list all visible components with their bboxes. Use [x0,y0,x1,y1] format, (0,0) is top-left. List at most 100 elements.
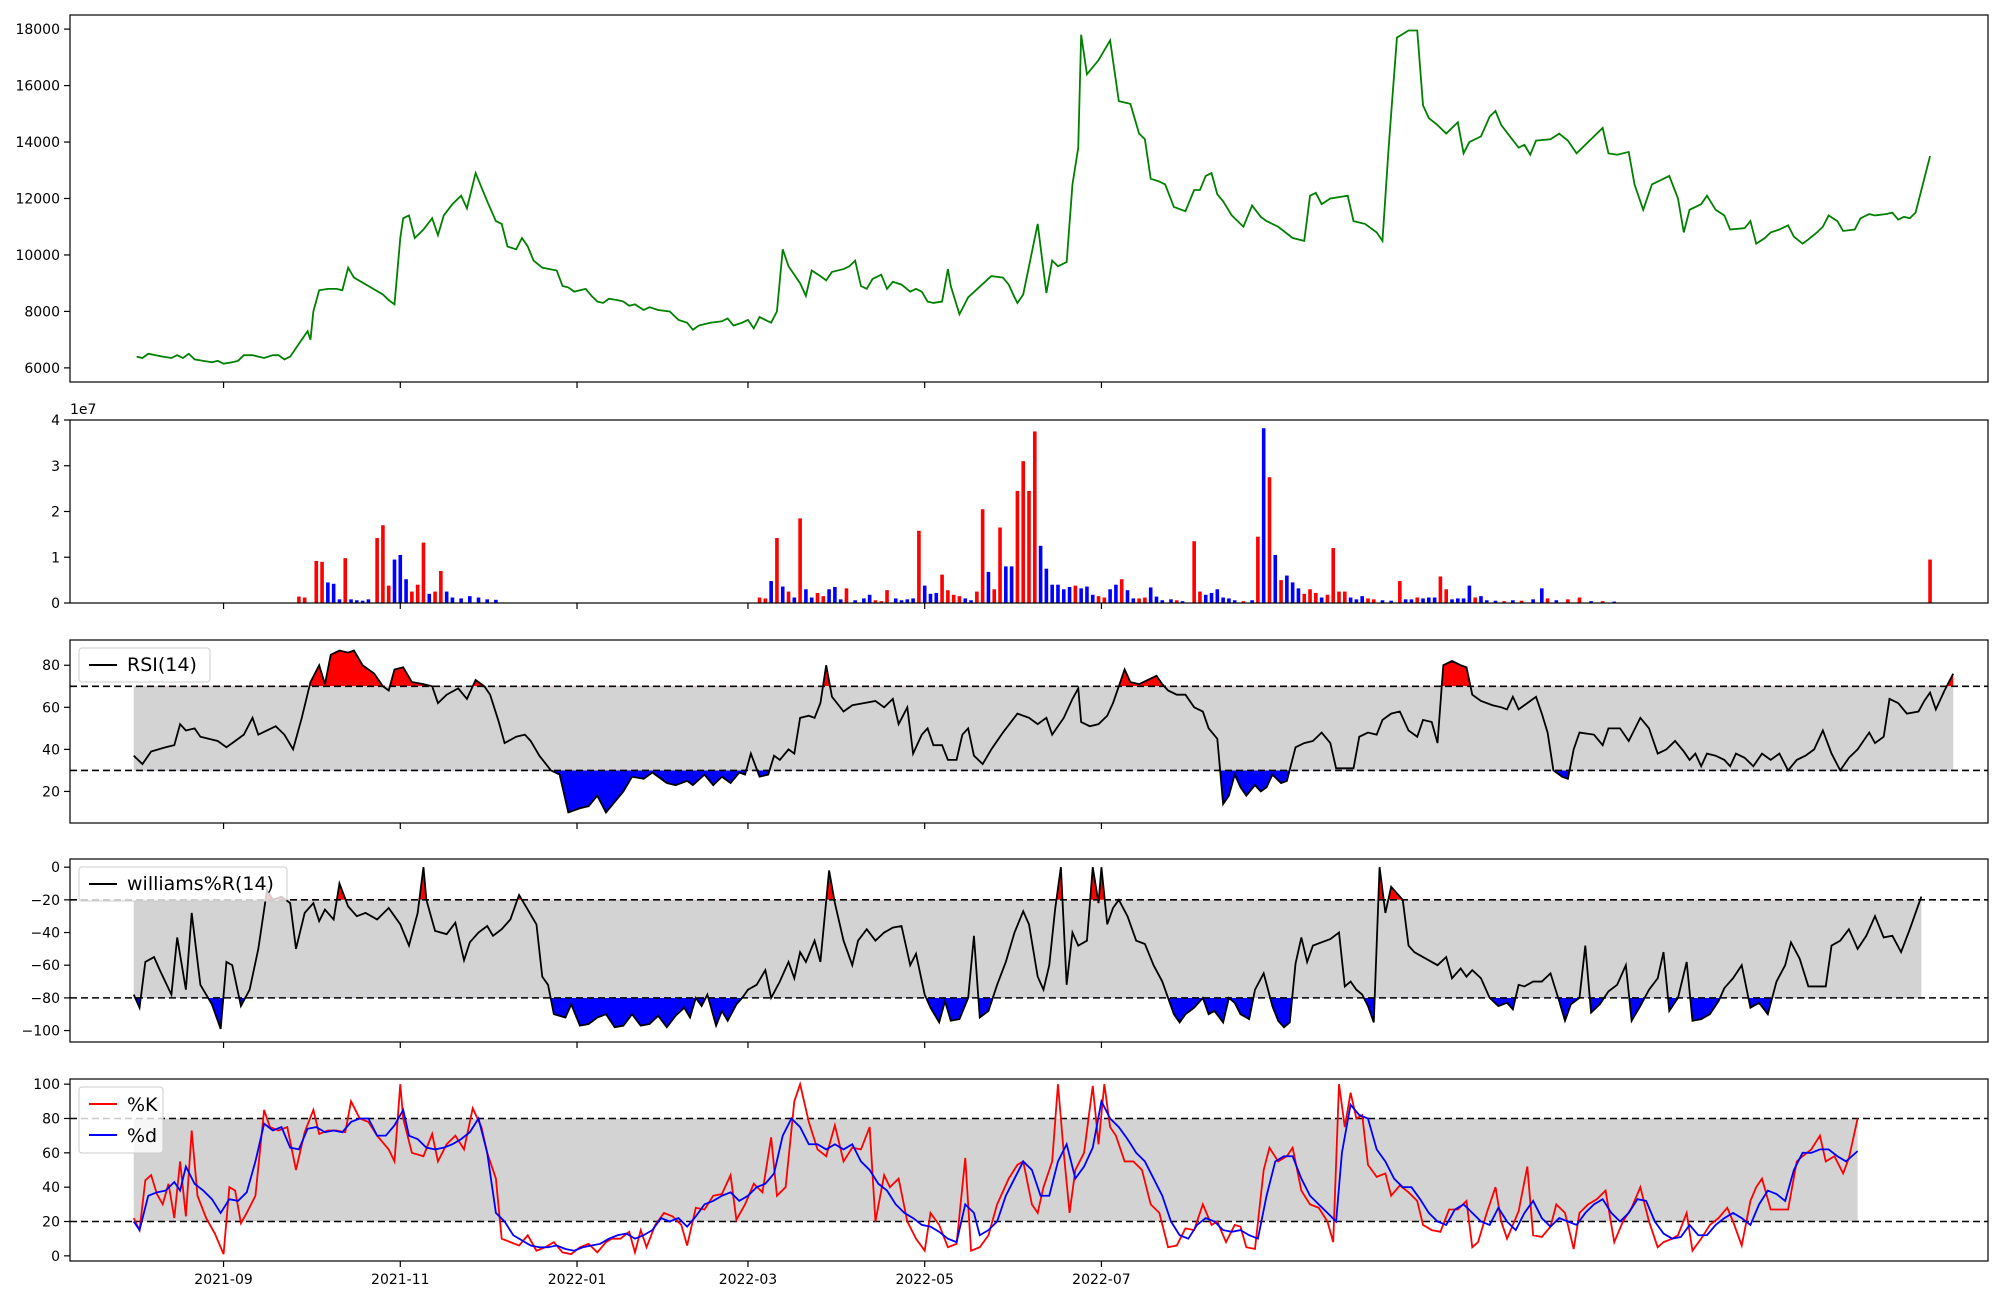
y-tick-label: −60 [30,958,60,974]
volume-bar [459,598,463,603]
volume-bar [1456,598,1460,603]
x-axis-4: 2021-09 2021-11 2022-01 2022-03 2022-05 2022-… [194,1261,1131,1288]
volume-bar [963,598,968,603]
rsi-series-line [133,649,1955,815]
volume-bar [314,560,319,603]
volume-bar [1928,559,1932,603]
volume-bar [1250,600,1254,603]
volume-bar [763,598,768,603]
volume-bar [867,594,872,603]
stochastic-legend-label: %K [127,1094,158,1116]
volume-bar [1108,589,1112,603]
price-axes [70,15,1988,382]
volume-bar [1354,599,1359,603]
x-axis-3 [222,1042,1103,1048]
rsi-legend-box [78,647,211,683]
volume-bar [404,579,408,603]
volume-bar [355,600,359,603]
x-axis-2 [222,823,1103,829]
volume-bar [1215,589,1220,603]
volume-bar [1427,597,1431,603]
volume-bar [1261,428,1266,603]
volume-bar [1015,490,1020,603]
volume-bar [934,592,939,603]
volume-bar [1612,601,1617,603]
volume-bar [853,600,857,603]
y-tick-label: 80 [42,658,60,674]
volume-bar [1290,582,1295,603]
volume-bar [485,599,490,603]
volume-bar [1180,601,1185,603]
williams-r-legend-box [78,866,288,902]
volume-bar [1519,600,1524,603]
volume-bar [1302,593,1307,603]
volume-bar [769,581,773,603]
williams-r-series-line [132,867,1923,1030]
volume-bar [1461,598,1466,603]
volume-bar [873,600,878,603]
volume-bar [1241,601,1246,603]
volume-bar [957,596,962,603]
volume-bar [1589,601,1593,603]
williams-r-legend-label: williams%R(14) [127,873,274,895]
volume-bar [1319,597,1324,603]
volume-bar [1415,597,1420,603]
volume-bar [1067,586,1072,603]
williams-r-frame [69,858,1989,1043]
volume-bar [1531,599,1535,603]
volume-bar [1267,477,1272,603]
y-tick-label: −80 [30,991,60,1007]
rsi-neutral-band [133,686,1954,771]
volume-bar [928,593,933,603]
y-tick-label: 40 [42,1180,60,1196]
volume-bar [1085,586,1089,603]
volume-y-axis: 0 1 2 3 4 [51,413,70,612]
volume-bar [1438,576,1443,603]
y-tick-label: 4 [51,413,60,429]
volume-bar [1545,598,1550,603]
volume-bar [798,518,802,603]
volume-bar [1148,587,1153,603]
volume-bar [980,509,985,603]
volume-bar [297,596,301,603]
volume-bar [1389,600,1393,603]
volume-bar [1421,598,1425,603]
williams-r-oversold-fill [135,997,1773,1029]
volume-bar [1143,597,1147,603]
y-tick-label: 0 [51,1249,60,1265]
volume-bar [360,600,365,603]
volume-bar [899,600,904,603]
y-tick-label: 18000 [15,22,60,38]
stochastic-d-line [132,1098,1859,1252]
volume-bar [1511,600,1515,603]
volume-bar [757,597,762,603]
y-tick-label: 10000 [15,248,60,264]
volume-bar [1090,594,1095,603]
volume-bar [1203,594,1208,603]
volume-bar [1079,588,1083,603]
volume-bar [922,585,927,603]
y-tick-label: 12000 [15,192,60,208]
volume-bar [375,538,379,603]
volume-bar [838,599,843,603]
volume-bar [986,571,991,603]
volume-bar [1444,589,1449,603]
volume-bar [386,585,391,603]
y-tick-label: 14000 [15,135,60,151]
volume-bar [1331,548,1336,603]
y-tick-label: 16000 [15,79,60,95]
volume-bar [421,542,426,603]
volume-bar [1371,599,1376,603]
volume-bar [833,586,837,603]
volume-bar [1137,598,1141,603]
volume-bar [775,538,779,603]
y-tick-label: −20 [30,893,60,909]
y-tick-label: −40 [30,926,60,942]
williams-r-overbought-fill [265,867,1922,900]
volume-bar [862,598,866,603]
volume-bar [827,589,831,603]
x-tick-label: 2022-05 [895,1272,954,1288]
volume-bar [786,591,791,603]
volume-bar [1227,598,1231,603]
volume-bar [349,599,353,603]
